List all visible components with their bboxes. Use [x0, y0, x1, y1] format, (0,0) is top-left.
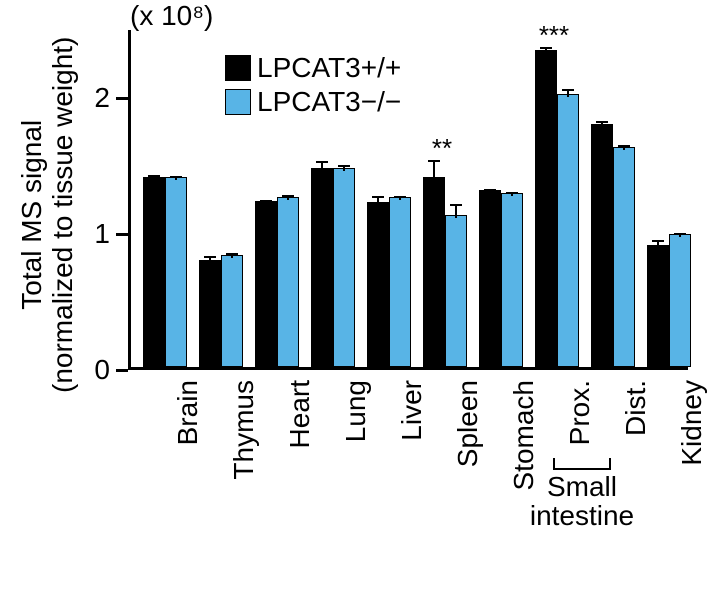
legend-label: LPCAT3+/+	[257, 52, 401, 84]
bar-chart: (x 10⁸) Total MS signal (normalized to ti…	[0, 0, 712, 598]
bar-ko	[277, 197, 299, 367]
y-tick	[116, 97, 128, 100]
bracket-tick	[609, 458, 611, 468]
error-cap	[596, 121, 608, 123]
bar-wt	[367, 202, 389, 367]
y-tick	[116, 369, 128, 372]
error-bar	[657, 241, 659, 248]
x-tick-label: Heart	[284, 380, 316, 580]
y-tick	[116, 233, 128, 236]
bar-wt	[423, 177, 445, 367]
x-tick-label: Thymus	[228, 380, 260, 580]
significance-marker: **	[417, 133, 467, 164]
error-cap	[372, 196, 384, 198]
error-cap	[674, 233, 686, 235]
error-bar	[377, 197, 379, 205]
bracket-tick	[553, 458, 555, 468]
plot-area	[128, 30, 688, 370]
bar-ko	[221, 255, 243, 367]
bar-wt	[591, 124, 613, 367]
error-cap	[484, 189, 496, 191]
bar-ko	[445, 215, 467, 367]
error-cap	[562, 89, 574, 91]
bar-wt	[479, 190, 501, 367]
bar-wt	[311, 168, 333, 367]
error-cap	[506, 192, 518, 194]
bar-ko	[389, 197, 411, 367]
error-bar	[567, 90, 569, 97]
bar-ko	[613, 147, 635, 367]
y-tick-label: 2	[86, 82, 110, 114]
error-bar	[321, 162, 323, 172]
bar-wt	[535, 50, 557, 367]
bar-ko	[669, 234, 691, 367]
x-tick-label: Kidney	[676, 380, 708, 580]
bar-wt	[647, 245, 669, 367]
bar-ko	[165, 177, 187, 367]
bar-wt	[199, 260, 221, 367]
error-cap	[652, 240, 664, 242]
error-cap	[148, 175, 160, 177]
x-tick-label: Liver	[396, 380, 428, 580]
error-cap	[260, 200, 272, 202]
y-tick-label: 0	[86, 354, 110, 386]
error-cap	[394, 196, 406, 198]
error-cap	[282, 195, 294, 197]
bar-ko	[333, 168, 355, 367]
error-cap	[226, 253, 238, 255]
bar-wt	[255, 201, 277, 367]
legend-label: LPCAT3−/−	[257, 86, 401, 118]
error-cap	[450, 204, 462, 206]
legend-swatch	[225, 89, 251, 115]
error-bar	[455, 205, 457, 217]
y-axis-title: Total MS signal (normalized to tissue we…	[17, 0, 79, 475]
x-tick-label: Spleen	[452, 380, 484, 580]
error-cap	[204, 256, 216, 258]
bracket-label: Small intestine	[512, 472, 652, 531]
error-cap	[170, 176, 182, 178]
bar-wt	[143, 177, 165, 367]
bar-ko	[501, 193, 523, 367]
y-tick-label: 1	[86, 218, 110, 250]
x-tick-label: Lung	[340, 380, 372, 580]
error-cap	[316, 161, 328, 163]
x-tick-label: Brain	[172, 380, 204, 580]
error-cap	[618, 145, 630, 147]
bar-ko	[557, 94, 579, 367]
error-cap	[338, 165, 350, 167]
significance-marker: ***	[529, 20, 579, 51]
legend-swatch	[225, 55, 251, 81]
y-unit-label: (x 10⁸)	[130, 0, 213, 32]
bracket-line	[553, 468, 611, 470]
